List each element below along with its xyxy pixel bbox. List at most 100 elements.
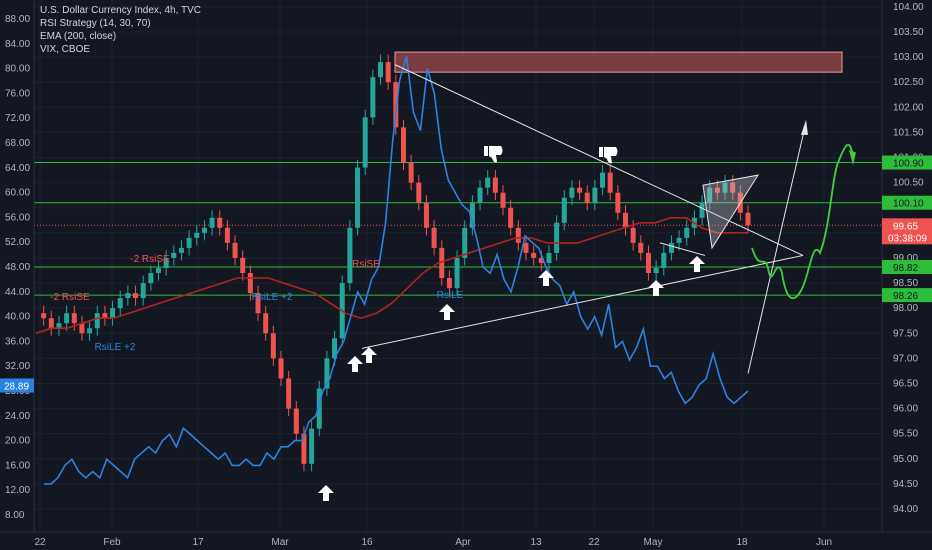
- thumbs-down-icon: [599, 147, 603, 157]
- rsi-signal-label: RsiLE +2: [95, 342, 136, 353]
- level-tag: [882, 195, 932, 210]
- right-axis-tick: 97.50: [893, 328, 918, 339]
- candle-body: [454, 257, 460, 289]
- trendline-lower: [361, 254, 804, 349]
- candle-body: [408, 162, 414, 183]
- candle-body: [561, 197, 567, 223]
- candle-body: [500, 192, 506, 208]
- time-axis-tick: 22: [34, 537, 46, 548]
- candle-body: [370, 77, 376, 118]
- candle-body: [94, 313, 100, 329]
- right-axis-tick: 97.00: [893, 353, 918, 364]
- candle-body: [385, 62, 391, 83]
- up-arrow-icon: [361, 347, 377, 363]
- up-arrow-icon: [648, 280, 664, 296]
- left-axis-tick: 84.00: [5, 39, 30, 50]
- left-axis-tick: 80.00: [5, 64, 30, 75]
- candle-body: [623, 212, 629, 228]
- right-axis-tick: 98.00: [893, 303, 918, 314]
- candle-body: [630, 227, 636, 243]
- candle-body: [255, 293, 261, 314]
- ema-line: [35, 217, 748, 335]
- price-tag: [882, 218, 932, 245]
- rsi-signal-label: RsiLE +2: [252, 292, 293, 303]
- candle-body: [423, 202, 429, 228]
- candle-body: [431, 227, 437, 248]
- vix-line: [44, 55, 749, 485]
- candle-body: [133, 293, 139, 299]
- trendline-upper: [394, 64, 804, 256]
- candle-body: [224, 227, 230, 243]
- left-axis-tick: 64.00: [5, 163, 30, 174]
- candle-body: [378, 62, 384, 78]
- right-axis-tick: 100.50: [893, 178, 924, 189]
- candle-body: [286, 378, 292, 409]
- rsi-signal-label: RsiLE: [437, 290, 464, 301]
- candle-body: [577, 187, 583, 193]
- candle-body: [324, 358, 330, 389]
- thumbs-down-icon: [489, 146, 503, 163]
- candle-body: [163, 257, 169, 268]
- candle-body: [355, 167, 361, 228]
- level-tag: [882, 259, 932, 274]
- candle-body: [332, 338, 338, 359]
- left-axis-tick: 72.00: [5, 113, 30, 124]
- candle-body: [201, 227, 207, 233]
- time-axis-tick: May: [644, 537, 663, 548]
- left-axis-tick: 52.00: [5, 237, 30, 248]
- candle-body: [41, 313, 47, 319]
- candle-body: [492, 177, 498, 193]
- candle-body: [416, 182, 422, 203]
- candle-body: [194, 232, 200, 238]
- time-axis-tick: Apr: [455, 537, 471, 548]
- left-axis-tick: 20.00: [5, 436, 30, 447]
- candle-body: [155, 267, 161, 274]
- up-arrow-icon: [538, 270, 554, 286]
- candle-body: [714, 187, 720, 193]
- countdown-text: 03:38:09: [888, 233, 927, 244]
- time-axis-tick: 13: [530, 537, 542, 548]
- left-axis-tick: 68.00: [5, 138, 30, 149]
- right-axis-tick: 102.50: [893, 77, 924, 88]
- candle-body: [661, 252, 667, 268]
- time-axis-tick: 22: [588, 537, 600, 548]
- candle-body: [469, 202, 475, 228]
- time-axis-tick: 17: [192, 537, 204, 548]
- candle-body: [446, 278, 452, 289]
- projection-arrow-head: [801, 119, 808, 135]
- triangle-pattern: [702, 174, 760, 250]
- right-axis-tick: 94.50: [893, 479, 918, 490]
- candle-body: [263, 313, 269, 334]
- time-axis-tick: Jun: [816, 537, 832, 548]
- candle-body: [79, 323, 85, 334]
- right-axis-tick: 98.50: [893, 278, 918, 289]
- candle-body: [56, 323, 62, 329]
- candle-body: [400, 127, 406, 163]
- candle-body: [523, 242, 529, 253]
- candle-body: [209, 217, 215, 228]
- candle-body: [607, 172, 613, 193]
- thumbs-down-icon: [484, 146, 488, 156]
- candle-body: [531, 252, 537, 258]
- candle-body: [745, 212, 751, 226]
- up-arrow-icon: [689, 256, 705, 272]
- level-tag-text: 100.10: [893, 199, 924, 210]
- up-arrow-icon: [318, 485, 334, 501]
- right-axis-tick: 99.00: [893, 253, 918, 264]
- left-axis-tick: 8.00: [5, 510, 25, 521]
- level-tag-text: 98.82: [893, 263, 918, 274]
- right-axis-tick: 94.00: [893, 504, 918, 515]
- right-axis-tick: 102.00: [893, 102, 924, 113]
- candle-body: [278, 358, 284, 379]
- candle-body: [140, 283, 146, 299]
- candle-body: [554, 222, 560, 253]
- candle-body: [347, 227, 353, 284]
- left-axis-tick: 48.00: [5, 262, 30, 273]
- candle-body: [171, 252, 177, 258]
- vix-tag: [0, 378, 34, 393]
- candle-body: [485, 177, 491, 188]
- left-axis-tick: 88.00: [5, 14, 30, 25]
- candle-body: [615, 192, 621, 213]
- time-axis-tick: Mar: [271, 537, 289, 548]
